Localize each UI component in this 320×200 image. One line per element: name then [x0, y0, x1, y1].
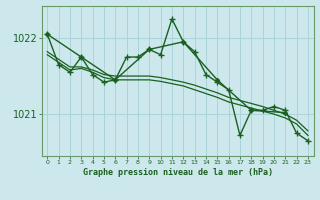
X-axis label: Graphe pression niveau de la mer (hPa): Graphe pression niveau de la mer (hPa) [83, 168, 273, 177]
